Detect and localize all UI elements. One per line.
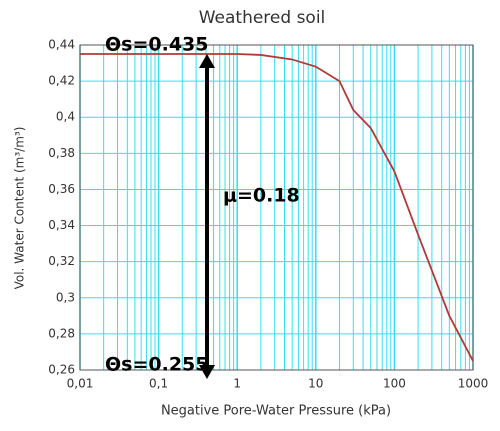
- x-tick-label: 10: [308, 377, 323, 391]
- y-tick-label: 0,36: [48, 182, 75, 196]
- y-tick-label: 0,3: [56, 290, 75, 304]
- x-tick-label: 1: [233, 377, 241, 391]
- annotation: Θs=0.255: [105, 354, 208, 376]
- y-tick-label: 0,38: [48, 146, 75, 160]
- annotation: Θs=0.435: [105, 34, 208, 56]
- y-tick-label: 0,28: [48, 326, 75, 340]
- y-tick-label: 0,34: [48, 218, 75, 232]
- y-tick-label: 0,32: [48, 254, 75, 268]
- x-tick-label: 1000: [458, 377, 489, 391]
- plot-frame: [79, 44, 474, 371]
- y-tick-label: 0,4: [56, 110, 75, 124]
- x-tick-label: 0,01: [67, 377, 94, 391]
- chart-title: Weathered soil: [199, 8, 326, 28]
- y-tick-label: 0,26: [48, 363, 75, 377]
- data-line: [80, 53, 474, 362]
- arrow-head: [199, 54, 215, 69]
- y-tick-label: 0,42: [48, 74, 75, 88]
- x-tick-label: 100: [383, 377, 406, 391]
- annotation: μ=0.18: [223, 185, 300, 207]
- y-axis-label: Vol. Water Content (m³/m³): [13, 127, 27, 290]
- x-axis-label: Negative Pore-Water Pressure (kPa): [161, 404, 391, 419]
- x-tick-label: 0,1: [149, 377, 168, 391]
- arrow-head: [199, 365, 215, 380]
- y-tick-label: 0,44: [48, 38, 75, 52]
